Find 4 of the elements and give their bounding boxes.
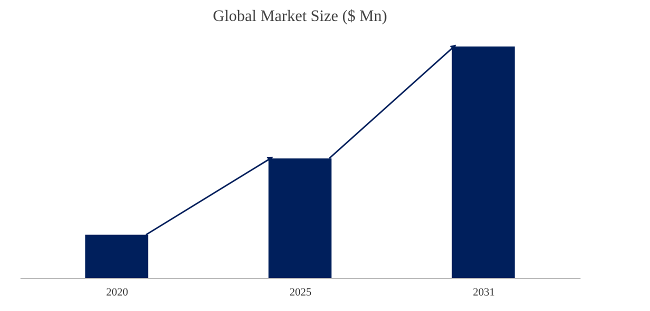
x-tick-label: 2031 xyxy=(472,286,495,298)
chart-title: Global Market Size ($ Mn) xyxy=(212,8,388,25)
x-tick-label: 2025 xyxy=(290,286,312,298)
x-tick-label: 2020 xyxy=(106,286,129,298)
